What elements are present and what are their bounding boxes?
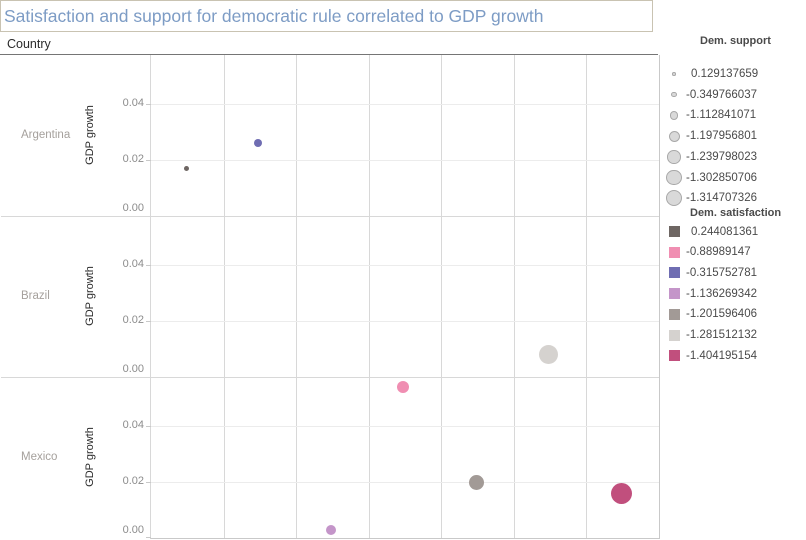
color-legend-item[interactable]: -1.404195154	[662, 347, 757, 365]
data-point-argentina[interactable]	[253, 139, 262, 148]
size-legend: Dem. support 0.129137659 -0.349766037 -1.1…	[658, 35, 806, 210]
chart-title-box: Satisfaction and support for democratic …	[0, 0, 653, 32]
data-point-brazil[interactable]	[539, 345, 559, 365]
vertical-gridline	[441, 55, 443, 538]
panel-separator	[1, 216, 659, 217]
y-tick-label: 0.04	[122, 97, 144, 109]
color-legend-item[interactable]: -1.281512132	[662, 326, 757, 344]
color-legend-swatch	[668, 267, 680, 279]
y-tick-label: 0.00	[122, 363, 144, 375]
color-legend-title: Dem. satisfaction	[690, 207, 782, 219]
y-tick-mark	[146, 537, 151, 538]
plot-area: Argentina GDP growth 0.00 0.02 0.04 Brazil GDP…	[1, 55, 660, 539]
chart-title: Satisfaction and support for democratic …	[4, 5, 544, 26]
y-tick-label: 0.00	[122, 524, 144, 536]
color-legend-item[interactable]: 0.244081361	[662, 223, 758, 241]
y-tick-label: 0.04	[122, 258, 144, 270]
y-tick-mark	[146, 321, 151, 322]
facet-row-label-mexico: Mexico	[21, 450, 58, 463]
panel-separator	[1, 377, 659, 378]
size-legend-circle	[665, 189, 683, 207]
size-legend-item[interactable]: 0.129137659	[662, 65, 758, 83]
y-axis-title: GDP growth	[84, 265, 96, 326]
y-tick-label: 0.02	[122, 153, 144, 165]
size-legend-circle	[668, 130, 680, 142]
vertical-gridline	[513, 55, 515, 538]
size-legend-title: Dem. support	[700, 35, 771, 47]
color-legend-swatch	[668, 288, 680, 300]
horizontal-gridline	[151, 482, 659, 483]
y-tick-label: 0.00	[122, 202, 144, 214]
color-legend-swatch	[668, 329, 680, 341]
facet-row-label-brazil: Brazil	[21, 289, 50, 302]
data-point-mexico[interactable]	[396, 380, 409, 393]
horizontal-gridline	[151, 265, 659, 266]
y-axis-title: GDP growth	[84, 104, 96, 165]
y-tick-mark	[146, 265, 151, 266]
y-tick-mark	[146, 104, 151, 105]
y-tick-label: 0.04	[122, 419, 144, 431]
color-legend-swatch	[668, 246, 680, 258]
size-legend-item[interactable]: -1.314707326	[662, 189, 757, 207]
size-legend-item[interactable]: -0.349766037	[662, 86, 757, 104]
size-legend-item[interactable]: -1.239798023	[662, 148, 757, 166]
color-legend-swatch	[668, 350, 680, 362]
header-divider	[0, 54, 658, 55]
y-tick-label: 0.02	[122, 475, 144, 487]
vertical-gridline	[368, 55, 370, 538]
color-legend-item[interactable]: -1.201596406	[662, 305, 757, 323]
data-point-mexico[interactable]	[325, 524, 336, 535]
y-axis-title: GDP growth	[84, 426, 96, 487]
y-tick-mark	[146, 482, 151, 483]
color-legend-item[interactable]: -1.136269342	[662, 285, 757, 303]
color-legend: Dem. satisfaction 0.244081361 -0.88989147…	[658, 207, 806, 367]
horizontal-gridline	[151, 321, 659, 322]
data-point-argentina[interactable]	[183, 165, 189, 171]
size-legend-item[interactable]: -1.197956801	[662, 127, 757, 145]
size-legend-circle	[671, 91, 677, 98]
size-legend-circle	[666, 169, 682, 186]
size-legend-item[interactable]: -1.302850706	[662, 169, 757, 187]
facet-column-header: Country	[7, 37, 51, 51]
size-legend-item[interactable]: -1.112841071	[662, 106, 756, 124]
vertical-gridline	[296, 55, 298, 538]
color-legend-swatch	[668, 308, 680, 320]
facet-row-label-argentina: Argentina	[21, 128, 71, 141]
color-legend-item[interactable]: -0.315752781	[662, 264, 757, 282]
horizontal-gridline	[151, 426, 659, 427]
size-legend-circle	[672, 72, 676, 76]
vertical-gridline	[223, 55, 225, 538]
y-tick-mark	[146, 160, 151, 161]
size-legend-circle	[667, 150, 681, 164]
data-point-mexico[interactable]	[611, 482, 633, 504]
vertical-gridline	[586, 55, 588, 538]
horizontal-gridline	[151, 104, 659, 105]
horizontal-gridline	[151, 160, 659, 161]
y-tick-label: 0.02	[122, 314, 144, 326]
color-legend-item[interactable]: -0.88989147	[662, 243, 751, 261]
y-tick-mark	[146, 426, 151, 427]
color-legend-swatch	[668, 226, 680, 237]
size-legend-circle	[669, 111, 679, 120]
data-point-mexico[interactable]	[468, 474, 484, 490]
